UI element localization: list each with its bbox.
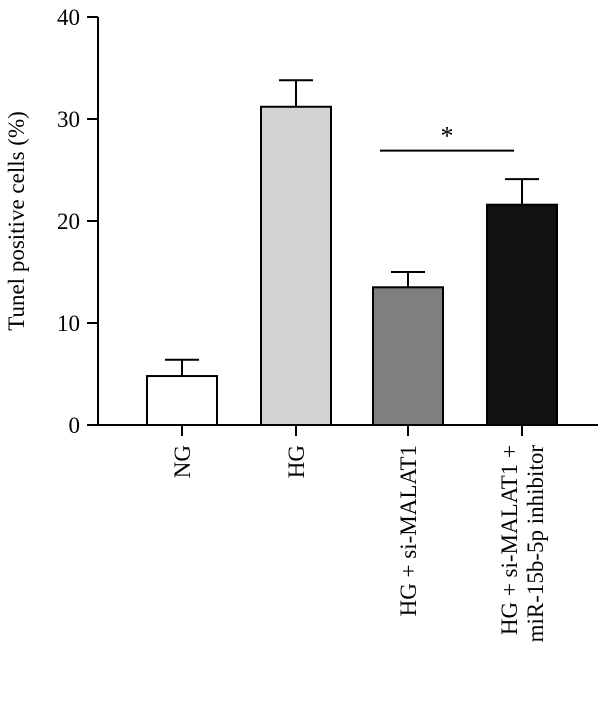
y-axis: 0 10 20 30 40 bbox=[57, 5, 99, 438]
x-category-label: HG + si-MALAT1 bbox=[396, 445, 421, 616]
significance-label: * bbox=[441, 122, 454, 151]
x-category-label: HG bbox=[284, 445, 309, 478]
bar bbox=[372, 286, 444, 426]
y-tick-label: 10 bbox=[57, 311, 80, 336]
y-axis-title: Tunel positive cells (%) bbox=[4, 111, 29, 331]
bar bbox=[146, 375, 218, 427]
annotations: * bbox=[380, 122, 514, 152]
bars bbox=[146, 79, 558, 427]
x-category-label: miR-15b-5p inhibitor bbox=[523, 445, 548, 643]
x-axis: NG HG HG + si-MALAT1 HG + si-MALAT1 + miR-15… bbox=[97, 424, 598, 643]
y-tick-label: 20 bbox=[57, 209, 80, 234]
bar bbox=[486, 203, 558, 426]
x-category-label: HG + si-MALAT1 + bbox=[497, 445, 522, 635]
y-tick-label: 30 bbox=[57, 107, 80, 132]
x-category-label: NG bbox=[170, 445, 195, 478]
y-tick-label: 0 bbox=[69, 413, 81, 438]
bar bbox=[260, 105, 332, 426]
y-tick-label: 40 bbox=[57, 5, 80, 30]
